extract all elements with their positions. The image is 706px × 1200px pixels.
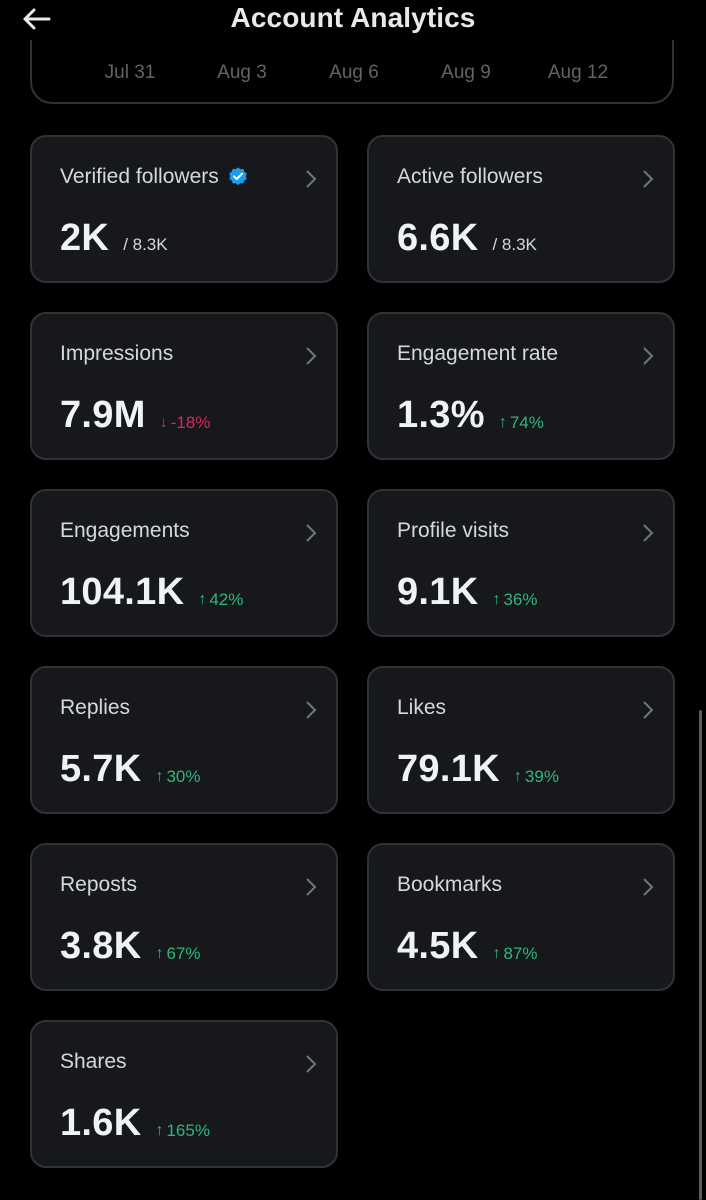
chevron-right-icon [306, 878, 317, 896]
metric-card-impressions[interactable]: Impressions 7.9M ↓ -18% [30, 312, 338, 460]
arrow-up-icon: ↑ [155, 945, 164, 962]
metric-value: 9.1K [397, 571, 479, 613]
metric-value: 3.8K [60, 925, 142, 967]
arrow-up-icon: ↑ [513, 768, 522, 785]
chevron-right-icon [643, 701, 654, 719]
chevron-right-icon [306, 524, 317, 542]
metric-label: Likes [397, 696, 447, 719]
metric-change-value: 67% [166, 944, 201, 963]
metric-value: 2K [60, 217, 110, 259]
metric-value: 7.9M [60, 394, 146, 436]
metric-value: 104.1K [60, 571, 185, 613]
metric-value-row: 9.1K ↑ 36% [397, 571, 538, 614]
metric-value-row: 7.9M ↓ -18% [60, 394, 210, 437]
arrow-up-icon: ↑ [198, 591, 207, 608]
metric-value: 4.5K [397, 925, 479, 967]
chevron-right-icon [306, 1055, 317, 1073]
metric-card-replies[interactable]: Replies 5.7K ↑ 30% [30, 666, 338, 814]
date-label: Aug 12 [547, 62, 609, 83]
metric-label: Shares [60, 1050, 127, 1073]
chevron-right-icon [643, 170, 654, 188]
metric-value-row: 5.7K ↑ 30% [60, 748, 201, 791]
metric-label: Profile visits [397, 519, 510, 542]
metric-card-engagement-rate[interactable]: Engagement rate 1.3% ↑ 74% [367, 312, 675, 460]
metric-change: ↑ 67% [155, 944, 200, 964]
metric-change-value: 87% [503, 944, 538, 963]
chevron-right-icon [306, 701, 317, 719]
metric-label: Bookmarks [397, 873, 503, 896]
metric-label: Impressions [60, 342, 174, 365]
metric-change-value: 74% [509, 413, 544, 432]
metric-change: ↓ -18% [160, 413, 211, 433]
arrow-up-icon: ↑ [155, 768, 164, 785]
arrow-up-icon: ↑ [155, 1122, 164, 1139]
metric-label: Active followers [397, 165, 543, 188]
chevron-right-icon [643, 524, 654, 542]
chevron-right-icon [643, 878, 654, 896]
metric-change-value: 42% [209, 590, 244, 609]
metric-value-row: 1.3% ↑ 74% [397, 394, 544, 437]
metric-value: 1.6K [60, 1102, 142, 1144]
metric-change: ↑ 36% [492, 590, 537, 610]
metric-label: Replies [60, 696, 131, 719]
metric-change-value: -18% [170, 413, 211, 432]
metric-change-value: 30% [166, 767, 201, 786]
chevron-right-icon [306, 347, 317, 365]
arrow-left-icon [23, 8, 51, 30]
page-title: Account Analytics [230, 2, 476, 33]
metric-value-row: 1.6K ↑ 165% [60, 1102, 210, 1145]
metric-value-row: 2K / 8.3K [60, 217, 168, 260]
metric-card-likes[interactable]: Likes 79.1K ↑ 39% [367, 666, 675, 814]
metric-label: Reposts [60, 873, 138, 896]
metric-change: ↑ 165% [155, 1121, 209, 1141]
metric-label: Verified followers [60, 165, 219, 188]
metric-change-value: 39% [524, 767, 559, 786]
back-button[interactable] [18, 2, 54, 36]
date-label: Aug 6 [329, 62, 379, 83]
arrow-up-icon: ↑ [492, 945, 501, 962]
date-label: Aug 3 [217, 62, 267, 83]
metric-value-row: 104.1K ↑ 42% [60, 571, 243, 614]
arrow-down-icon: ↓ [159, 414, 168, 431]
metric-label-wrap: Verified followers [60, 165, 249, 189]
metric-total: / 8.3K [492, 235, 537, 254]
metric-change: ↑ 74% [499, 413, 544, 433]
metric-value-row: 79.1K ↑ 39% [397, 748, 559, 791]
metric-value: 5.7K [60, 748, 142, 790]
metric-label: Engagements [60, 519, 190, 542]
metric-label: Engagement rate [397, 342, 559, 365]
metric-card-engagements[interactable]: Engagements 104.1K ↑ 42% [30, 489, 338, 637]
metric-change: ↑ 39% [514, 767, 559, 787]
metric-card-reposts[interactable]: Reposts 3.8K ↑ 67% [30, 843, 338, 991]
metric-change: ↑ 87% [492, 944, 537, 964]
metric-change-value: 165% [166, 1121, 210, 1140]
metric-card-active-followers[interactable]: Active followers 6.6K / 8.3K [367, 135, 675, 283]
metric-card-shares[interactable]: Shares 1.6K ↑ 165% [30, 1020, 338, 1168]
verified-badge-icon [227, 166, 249, 188]
date-label: Jul 31 [104, 62, 156, 83]
arrow-up-icon: ↑ [498, 414, 507, 431]
metric-card-profile-visits[interactable]: Profile visits 9.1K ↑ 36% [367, 489, 675, 637]
metric-card-bookmarks[interactable]: Bookmarks 4.5K ↑ 87% [367, 843, 675, 991]
metric-value: 1.3% [397, 394, 485, 436]
metric-value-row: 4.5K ↑ 87% [397, 925, 538, 968]
chevron-right-icon [643, 347, 654, 365]
metric-value: 6.6K [397, 217, 479, 259]
metric-change-value: 36% [503, 590, 538, 609]
metric-change: ↑ 42% [198, 590, 243, 610]
metric-value-row: 6.6K / 8.3K [397, 217, 537, 260]
metric-change: ↑ 30% [155, 767, 200, 787]
date-label: Aug 9 [441, 62, 491, 83]
metric-value-row: 3.8K ↑ 67% [60, 925, 201, 968]
chevron-right-icon [306, 170, 317, 188]
metric-value: 79.1K [397, 748, 500, 790]
scrollbar[interactable] [699, 710, 702, 1200]
metric-total: / 8.3K [123, 235, 168, 254]
arrow-up-icon: ↑ [492, 591, 501, 608]
metric-card-verified-followers[interactable]: Verified followers 2K / 8.3K [30, 135, 338, 283]
date-axis-card: Jul 31 Aug 3 Aug 6 Aug 9 Aug 12 [30, 40, 674, 104]
